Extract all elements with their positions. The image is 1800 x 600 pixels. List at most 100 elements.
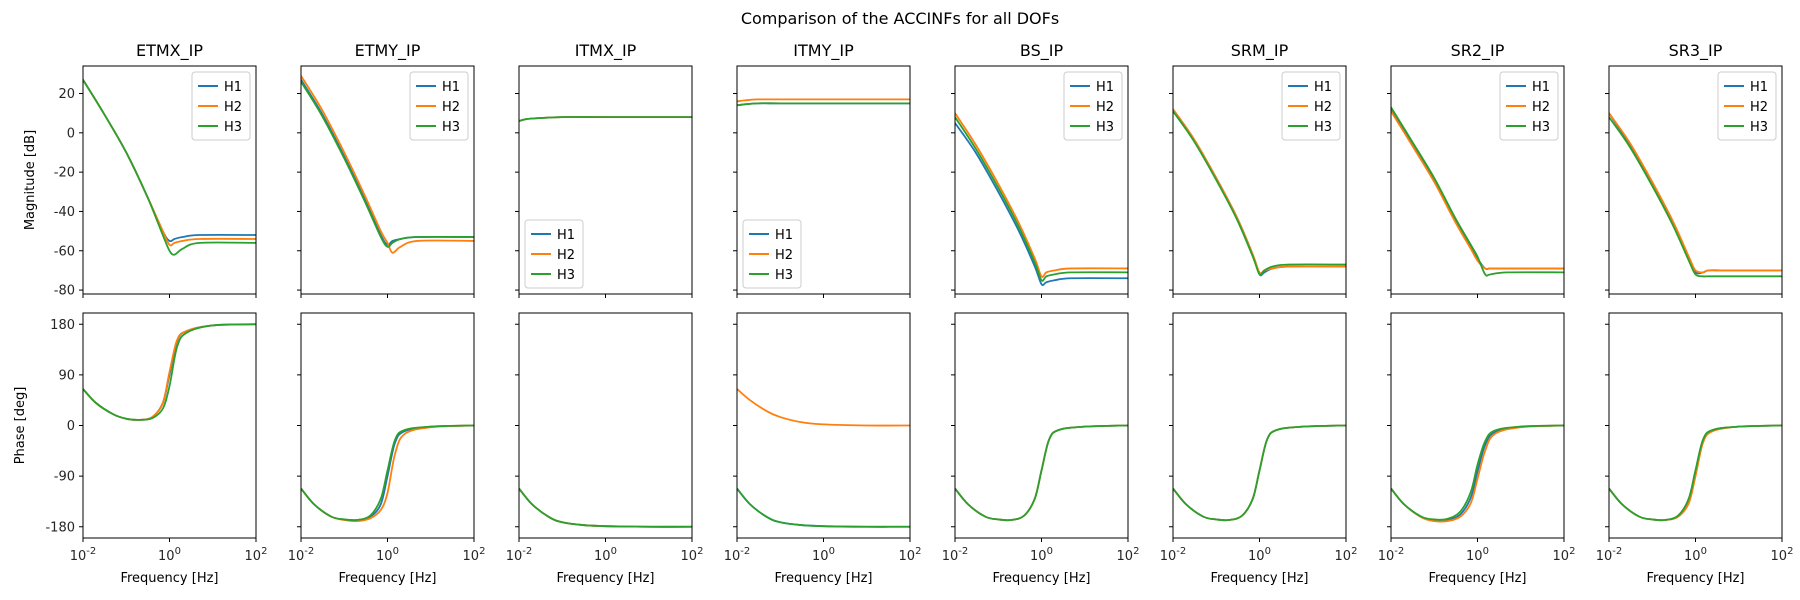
panel-itmy-ip-ph-xtick-label: 102 bbox=[899, 546, 922, 564]
panel-srm-ip-mag-legend-label-h3: H3 bbox=[1314, 120, 1332, 135]
panel-itmx-ip-xlabel: Frequency [Hz] bbox=[556, 571, 654, 586]
panel-itmy-ip-mag-legend-label-h2: H2 bbox=[775, 248, 793, 263]
panel-srm-ip-ph-xtick-label: 10-2 bbox=[1160, 546, 1187, 564]
panel-itmy-ip: ITMY_IP H1 H2 H3 10-2 100 102 Frequency [Hz] bbox=[724, 41, 922, 586]
panel-itmy-ip-mag-line-h2 bbox=[737, 98, 910, 103]
panel-itmx-ip-magnitude-frame bbox=[518, 65, 693, 295]
panel-itmx-ip-phase-frame bbox=[518, 312, 693, 539]
panel-etmy-ip-xlabel: Frequency [Hz] bbox=[338, 571, 436, 586]
panel-itmy-ip-ph-xtick-label: 100 bbox=[812, 546, 835, 564]
panel-etmx-ip-mag-ytick-label: -80 bbox=[54, 284, 75, 299]
panel-sr3-ip-title: SR3_IP bbox=[1669, 41, 1723, 61]
panel-etmx-ip-mag-ytick-label: -60 bbox=[54, 244, 75, 259]
panel-sr3-ip-phase: 10-2 100 102 Frequency [Hz] bbox=[1596, 312, 1794, 586]
panel-sr2-ip-mag-legend-label-h1: H1 bbox=[1532, 80, 1550, 95]
panel-etmx-ip-ph-line-h3 bbox=[83, 323, 256, 421]
panel-itmy-ip-ph-xtick-label: 10-2 bbox=[724, 546, 751, 564]
panel-srm-ip: SRM_IP H1 H2 H3 10-2 100 102 Frequency [Hz] bbox=[1160, 41, 1358, 586]
panel-itmy-ip-phase: 10-2 100 102 Frequency [Hz] bbox=[724, 312, 922, 586]
panel-bs-ip-phase: 10-2 100 102 Frequency [Hz] bbox=[942, 312, 1139, 586]
panel-sr2-ip-mag-legend-box bbox=[1499, 71, 1559, 141]
panel-etmy-ip-mag-legend-label-h3: H3 bbox=[442, 120, 460, 135]
panel-sr3-ip-ph-xtick-label: 100 bbox=[1684, 546, 1707, 564]
panel-etmx-ip-ph-ytick-label: -90 bbox=[54, 470, 75, 485]
panel-itmy-ip-magnitude: H1 H2 H3 bbox=[733, 65, 911, 298]
panel-etmx-ip-magnitude-frame bbox=[82, 65, 257, 295]
panel-etmx-ip-magnitude: 20 0 -20 -40 -60 -80 H1 H2 H3 Magnitude [dB] bbox=[23, 65, 257, 299]
panel-bs-ip-mag-line-h2 bbox=[955, 112, 1128, 278]
panel-sr2-ip-xlabel: Frequency [Hz] bbox=[1428, 571, 1526, 586]
panel-itmy-ip-phase-frame bbox=[736, 312, 911, 539]
panel-itmy-ip-ph-line-h3 bbox=[737, 487, 910, 528]
panel-bs-ip-magnitude-frame bbox=[954, 65, 1129, 295]
panel-itmx-ip-ph-xtick-label: 102 bbox=[681, 546, 704, 564]
panel-etmx-ip-phase-bg bbox=[83, 313, 256, 538]
panel-sr2-ip-ph-line-h3 bbox=[1391, 424, 1564, 521]
panel-sr2-ip-title: SR2_IP bbox=[1451, 41, 1505, 61]
panel-itmx-ip: ITMX_IP H1 H2 H3 10-2 100 102 Frequency [Hz] bbox=[506, 41, 704, 586]
panel-sr3-ip-mag-legend-label-h3: H3 bbox=[1750, 120, 1768, 135]
panel-etmx-ip-mag-legend-box bbox=[191, 71, 251, 141]
magnitude-ylabel: Magnitude [dB] bbox=[23, 130, 38, 230]
panel-etmy-ip-magnitude-frame bbox=[300, 65, 475, 295]
panel-itmy-ip-magnitude-frame bbox=[736, 65, 911, 295]
panel-etmy-ip-mag-legend-label-h1: H1 bbox=[442, 80, 460, 95]
panel-etmx-ip-ph-xtick-label: 10-2 bbox=[70, 546, 97, 564]
panel-etmy-ip-magnitude: H1 H2 H3 bbox=[297, 65, 475, 298]
panel-etmx-ip-mag-ytick-label: 20 bbox=[58, 87, 75, 102]
panel-etmx-ip: ETMX_IP 20 0 -20 -40 -60 -80 H1 H2 H3 Magnitude [d… bbox=[13, 41, 267, 586]
panel-itmy-ip-mag-legend-label-h1: H1 bbox=[775, 228, 793, 243]
panel-itmx-ip-phase-bg bbox=[519, 313, 692, 538]
panel-etmx-ip-ph-ytick-label: 0 bbox=[67, 419, 75, 434]
panel-srm-ip-mag-legend-box bbox=[1281, 71, 1341, 141]
panel-etmx-ip-title: ETMX_IP bbox=[136, 41, 203, 61]
panel-sr2-ip-phase-frame bbox=[1390, 312, 1565, 539]
panel-itmy-ip-mag-legend-box bbox=[742, 219, 802, 289]
panel-etmx-ip-phase: 180 90 0 -90 -180 10-2 100 102 Frequency [Hz] Pha… bbox=[13, 312, 268, 586]
panel-sr3-ip-phase-frame bbox=[1608, 312, 1783, 539]
panel-itmx-ip-ph-xtick-label: 100 bbox=[594, 546, 617, 564]
panel-itmy-ip-ph-line-h2 bbox=[737, 388, 910, 427]
panel-bs-ip-mag-line-h3 bbox=[955, 116, 1128, 282]
panel-etmy-ip-mag-line-h2 bbox=[301, 75, 474, 254]
panel-bs-ip: BS_IP H1 H2 H3 10-2 100 102 Frequency [Hz] bbox=[942, 41, 1140, 586]
panel-bs-ip-mag-line-h1 bbox=[955, 122, 1128, 286]
panel-bs-ip-xlabel: Frequency [Hz] bbox=[992, 571, 1090, 586]
panel-sr2-ip-mag-legend-label-h2: H2 bbox=[1532, 100, 1550, 115]
panel-srm-ip-magnitude: H1 H2 H3 bbox=[1169, 65, 1347, 298]
panel-sr2-ip-ph-xtick-label: 102 bbox=[1553, 546, 1576, 564]
panel-etmx-ip-ph-xtick-label: 102 bbox=[245, 546, 268, 564]
panel-bs-ip-ph-xtick-label: 10-2 bbox=[942, 546, 969, 564]
panel-srm-ip-title: SRM_IP bbox=[1231, 41, 1289, 61]
panel-srm-ip-mag-line-h3 bbox=[1173, 110, 1346, 276]
panel-srm-ip-mag-legend-label-h1: H1 bbox=[1314, 80, 1332, 95]
panel-bs-ip-title: BS_IP bbox=[1020, 41, 1064, 61]
panel-sr3-ip-magnitude: H1 H2 H3 bbox=[1605, 65, 1783, 298]
panel-etmy-ip-ph-xtick-label: 102 bbox=[463, 546, 486, 564]
panel-etmx-ip-ph-ytick-label: -180 bbox=[45, 520, 75, 535]
panel-etmy-ip-ph-xtick-label: 100 bbox=[376, 546, 399, 564]
panel-itmx-ip-mag-legend-box bbox=[524, 219, 584, 289]
panel-sr3-ip-ph-xtick-label: 10-2 bbox=[1596, 546, 1623, 564]
panel-etmx-ip-xlabel: Frequency [Hz] bbox=[120, 571, 218, 586]
panel-itmx-ip-mag-legend-label-h1: H1 bbox=[557, 228, 575, 243]
panel-sr2-ip-mag-line-h2 bbox=[1391, 110, 1564, 270]
panel-itmx-ip-title: ITMX_IP bbox=[575, 41, 637, 61]
panel-sr3-ip-mag-line-h3 bbox=[1609, 116, 1782, 278]
panel-etmx-ip-ph-ytick-label: 180 bbox=[50, 318, 75, 333]
panel-sr3-ip-ph-xtick-label: 102 bbox=[1771, 546, 1794, 564]
phase-ylabel: Phase [deg] bbox=[13, 387, 28, 465]
panel-sr2-ip-mag-line-h3 bbox=[1391, 106, 1564, 277]
panel-bs-ip-mag-legend-label-h2: H2 bbox=[1096, 100, 1114, 115]
panel-bs-ip-mag-legend-label-h1: H1 bbox=[1096, 80, 1114, 95]
panel-etmy-ip-mag-line-h3 bbox=[301, 81, 474, 248]
panel-etmx-ip-mag-legend-label-h2: H2 bbox=[224, 100, 242, 115]
panel-bs-ip-phase-frame bbox=[954, 312, 1129, 539]
panel-itmx-ip-mag-line-h3 bbox=[519, 116, 692, 122]
panel-sr2-ip: SR2_IP H1 H2 H3 10-2 100 102 Frequency [Hz] bbox=[1378, 41, 1576, 586]
panel-srm-ip-phase-frame bbox=[1172, 312, 1347, 539]
panel-itmx-ip-ph-line-h3 bbox=[519, 487, 692, 528]
panel-sr2-ip-ph-xtick-label: 10-2 bbox=[1378, 546, 1405, 564]
panel-itmx-ip-phase: 10-2 100 102 Frequency [Hz] bbox=[506, 312, 704, 586]
panel-itmx-ip-mag-legend-label-h3: H3 bbox=[557, 268, 575, 283]
